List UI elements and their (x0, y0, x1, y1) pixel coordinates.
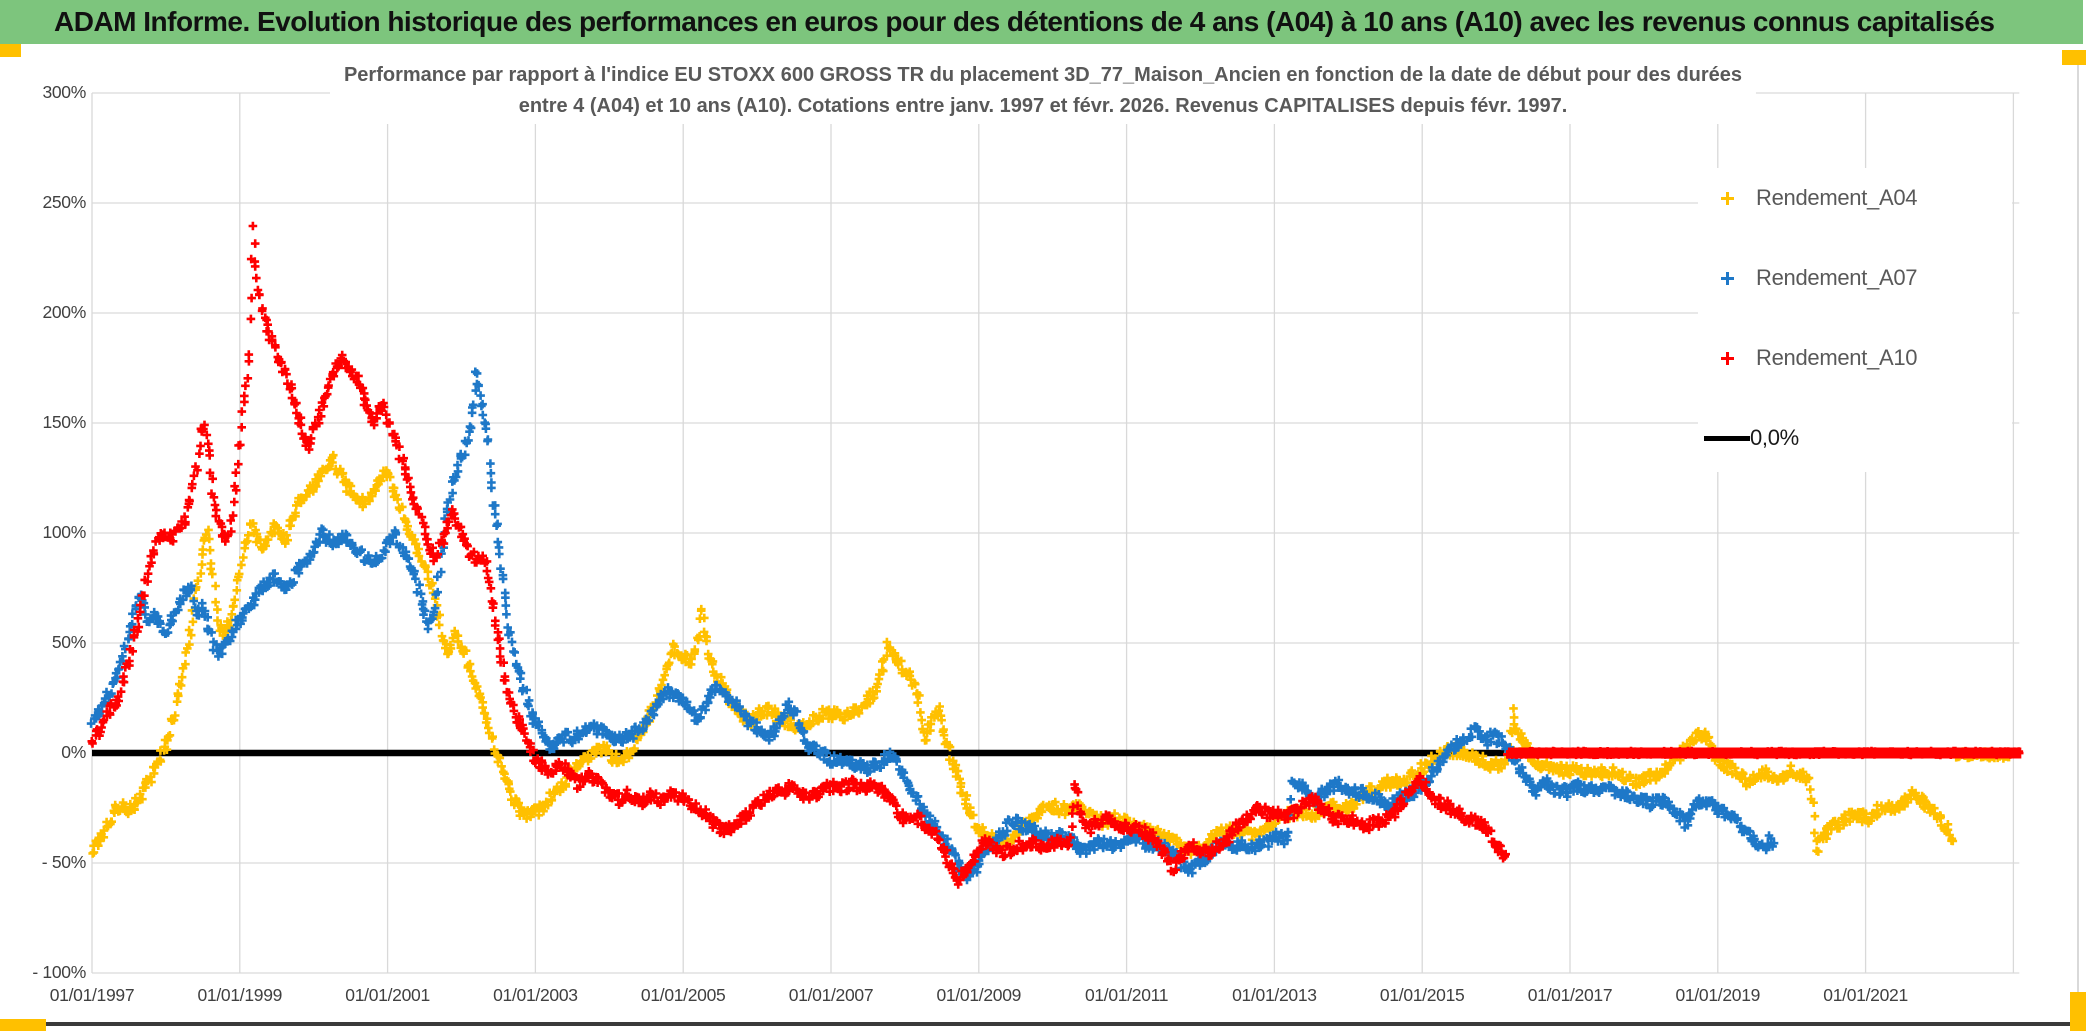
zero-line-icon (1704, 435, 1750, 441)
x-tick-label: 01/01/2013 (1232, 985, 1317, 1005)
x-tick-label: 01/01/2011 (1084, 985, 1169, 1005)
x-tick-label: 01/01/2005 (640, 985, 726, 1005)
y-tick-label: 300% (42, 82, 86, 102)
x-tick-label: 01/01/2021 (1823, 985, 1908, 1005)
legend-label: 0,0% (1750, 425, 1799, 450)
banner: ADAM Informe. Evolution historique des p… (0, 0, 2083, 44)
y-tick-label: 0% (61, 742, 86, 762)
gold-accent-bottom-left (0, 1019, 46, 1031)
x-tick-label: 01/01/2007 (788, 985, 874, 1005)
x-tick-label: 01/01/1997 (49, 985, 135, 1005)
plus-marker-icon-a10 (1698, 350, 1756, 367)
x-tick-label: 01/01/2001 (345, 985, 430, 1005)
y-tick-label: 200% (42, 302, 86, 322)
y-tick-label: - 100% (32, 962, 86, 982)
y-tick-label: - 50% (41, 852, 87, 872)
chart-title-line2: entre 4 (A04) et 10 ans (A10). Cotations… (518, 95, 1568, 117)
banner-title: ADAM Informe. Evolution historique des p… (54, 6, 1995, 37)
gold-accent-top-left (0, 42, 21, 57)
gold-accent-bottom-right (2070, 992, 2086, 1031)
chart-legend: Rendement_A04 Rendement_A07 Rendement_A1… (1698, 168, 2012, 472)
legend-item-zero-line[interactable]: 0,0% (1698, 418, 2012, 458)
sheet-bottom-edge (46, 1022, 2086, 1026)
legend-label: Rendement_A07 (1756, 265, 1918, 290)
x-tick-label: 01/01/1999 (197, 985, 283, 1005)
legend-item-rendement-a07[interactable]: Rendement_A07 (1698, 258, 2012, 298)
legend-label: Rendement_A04 (1756, 185, 1918, 210)
x-tick-label: 01/01/2019 (1675, 985, 1761, 1005)
sheet-right-edge (2077, 60, 2079, 1022)
x-tick-label: 01/01/2015 (1379, 985, 1465, 1005)
chart-title: Performance par rapport à l'indice EU ST… (329, 56, 1757, 124)
chart-title-line1: Performance par rapport à l'indice EU ST… (343, 64, 1743, 86)
y-tick-label: 250% (42, 192, 86, 212)
legend-item-rendement-a10[interactable]: Rendement_A10 (1698, 338, 2012, 378)
y-tick-label: 50% (51, 632, 86, 652)
x-tick-label: 01/01/2003 (493, 985, 578, 1005)
gold-accent-top-right (2062, 50, 2086, 65)
legend-label: Rendement_A10 (1756, 345, 1918, 370)
x-tick-label: 01/01/2009 (936, 985, 1022, 1005)
y-tick-label: 150% (42, 412, 86, 432)
plus-marker-icon-a07 (1698, 270, 1756, 287)
x-tick-label: 01/01/2017 (1527, 985, 1613, 1005)
plus-marker-icon-a04 (1698, 190, 1756, 207)
legend-item-rendement-a04[interactable]: Rendement_A04 (1698, 178, 2012, 218)
y-tick-label: 100% (42, 522, 86, 542)
